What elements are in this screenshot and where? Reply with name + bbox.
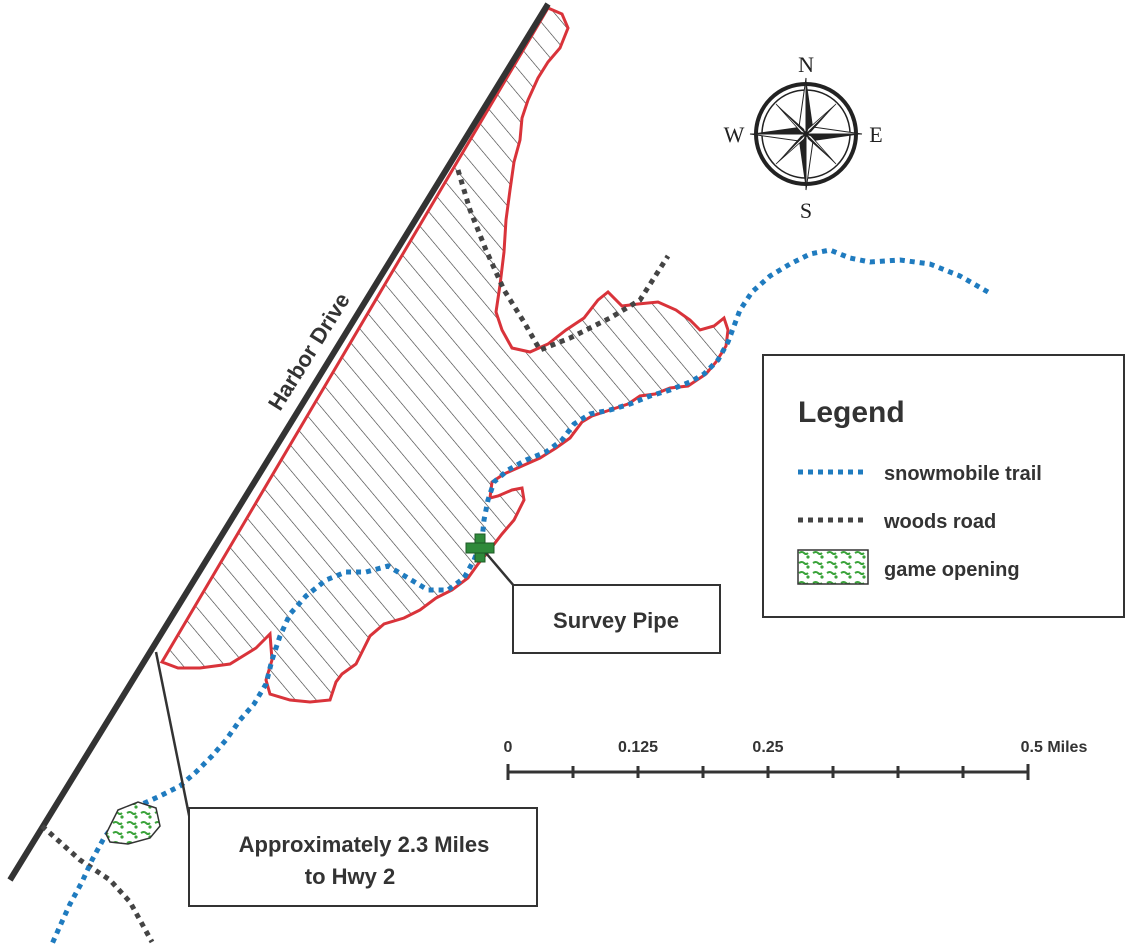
hwy-callout-leader: [154, 651, 192, 821]
hwy-callout-line2: to Hwy 2: [305, 864, 395, 889]
compass-e: E: [869, 122, 882, 147]
compass-rose: N S E W: [724, 52, 883, 223]
legend: Legend snowmobile trail woods road game …: [762, 354, 1125, 618]
compass-w: W: [724, 122, 745, 147]
game-opening-patch: [105, 801, 161, 845]
hwy-callout: Approximately 2.3 Miles to Hwy 2: [188, 807, 538, 907]
scale-label-025: 0.25: [752, 739, 783, 756]
harbor-drive-road: [7, 2, 551, 882]
scale-bar: 0 0.125 0.25 0.5 Miles: [504, 739, 1088, 780]
compass-n: N: [798, 52, 814, 77]
scale-label-05: 0.5 Miles: [1021, 739, 1088, 756]
legend-title: Legend: [798, 396, 905, 429]
compass-star-icon: [749, 77, 863, 191]
survey-pipe-marker: [465, 533, 495, 563]
compass-s: S: [800, 198, 812, 223]
legend-item-game: game opening: [884, 559, 1020, 581]
legend-swatch-game: [797, 549, 869, 585]
legend-item-road: woods road: [883, 511, 996, 533]
survey-pipe-callout: Survey Pipe: [512, 584, 721, 654]
woods-road-southwest: [40, 824, 155, 944]
woods-road-north: [455, 169, 671, 354]
legend-item-trail: snowmobile trail: [884, 463, 1042, 485]
scale-label-0125: 0.125: [618, 739, 658, 756]
snowmobile-trail: [49, 247, 990, 946]
hwy-callout-line1: Approximately 2.3 Miles: [239, 832, 490, 857]
survey-pipe-label: Survey Pipe: [553, 608, 679, 633]
scale-label-0: 0: [504, 739, 513, 756]
